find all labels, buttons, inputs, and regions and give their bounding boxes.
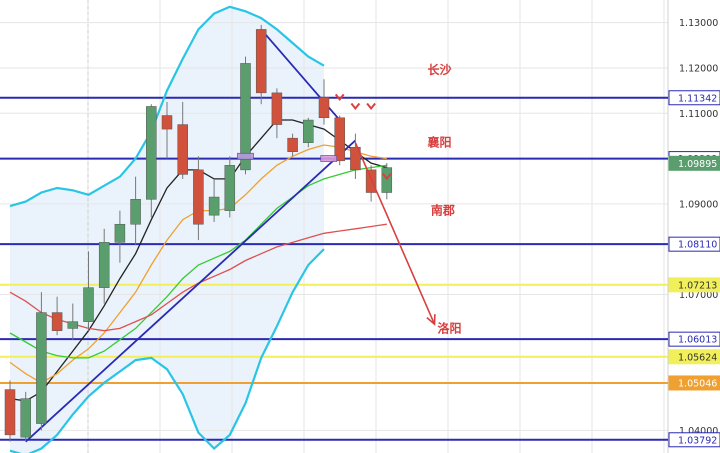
candle-body[interactable] [350,146,361,171]
candle-body[interactable] [365,169,377,193]
price-level-tag [668,432,720,448]
candle-body[interactable] [224,165,236,211]
candle-body[interactable] [36,312,47,424]
projection-arrow-head [426,314,436,326]
pattern-marker [237,152,254,160]
candle-body[interactable] [161,115,173,130]
candle-body[interactable] [208,196,220,216]
candle-body[interactable] [240,63,251,171]
chevron-marker [334,93,345,101]
y-axis-tick-label: 1.12000 [679,63,718,74]
price-level-tag [668,236,720,252]
y-axis-tick-label: 1.13000 [679,18,718,29]
candle-body[interactable] [177,124,188,175]
chevron-marker [350,102,361,111]
price-level-tag-label: 1.09895 [678,159,717,170]
candle-body[interactable] [334,117,345,162]
price-level-tag-label: 1.08110 [678,240,717,251]
candle-body[interactable] [303,119,314,143]
projection-arrow-line [354,142,436,325]
city-annotation: 南郡 [431,203,455,218]
y-axis-tick-label: 1.07000 [679,290,718,301]
candle-body[interactable] [83,287,94,322]
price-level-tag-label: 1.07213 [678,280,717,291]
moving-average-line [9,164,387,359]
rising-trendline[interactable] [25,139,357,443]
price-level-tag [668,349,720,365]
price-level-tag [668,375,720,391]
candle-body[interactable] [51,312,63,331]
candle-body[interactable] [130,199,141,225]
y-axis-tick-label: 1.09000 [679,199,718,210]
y-axis-tick-label: 1.11000 [679,109,718,120]
y-axis-tick-label: 1.04000 [679,426,718,437]
price-level-tag-label: 1.11342 [678,93,717,104]
city-annotation: 长沙 [428,62,452,77]
candle-body[interactable] [193,169,204,225]
price-level-tag [668,277,720,293]
chevron-marker [366,102,376,111]
city-annotation: 襄阳 [427,135,452,150]
candle-body[interactable] [114,223,126,243]
candle-body[interactable] [318,97,330,119]
price-level-tag [668,155,720,171]
candle-body[interactable] [271,92,283,125]
candle-body[interactable] [98,242,110,288]
pattern-marker [320,155,338,162]
price-level-tag [668,331,720,347]
price-level-tag-label: 1.03792 [678,435,717,446]
candle-body[interactable] [4,389,16,436]
price-level-tag-label: 1.05046 [678,378,717,389]
price-level-tag-label: 1.06013 [678,335,717,346]
chevron-marker [382,173,392,181]
price-level-tag-label: 1.05624 [678,352,717,363]
candle-body[interactable] [146,106,157,200]
candle-body[interactable] [255,29,267,94]
candle-body[interactable] [287,137,298,153]
city-annotation: 洛阳 [438,320,462,335]
bollinger-upper-line [9,5,325,208]
candle-body[interactable] [67,321,79,329]
bollinger-lower-line [9,248,325,453]
candle-body[interactable] [20,398,31,438]
price-level-tag [668,90,720,106]
